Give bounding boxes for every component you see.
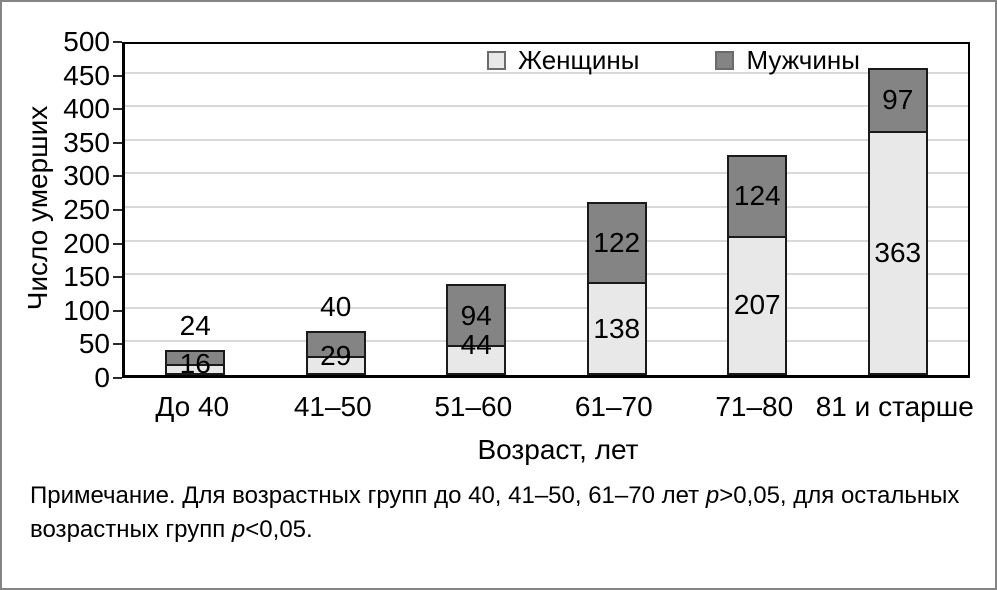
y-tick-label: 50 [78,328,110,360]
y-tick-mark [113,242,122,245]
x-tick-label: 61–70 [574,391,653,422]
y-tick-mark [113,276,122,279]
y-tick-label: 200 [63,227,110,259]
bar-segment-men [727,154,788,238]
bar-value-label-men: 40 [320,290,352,322]
bar-segment-men [867,67,928,134]
y-tick-mark [113,309,122,312]
note-p-symbol: p [231,516,246,543]
y-tick-mark [113,141,122,144]
y-tick-label: 150 [63,261,110,293]
bar-value-label-women: 138 [593,312,641,344]
legend-swatch-women [487,50,506,70]
bar-value-label-men: 122 [593,227,641,259]
bar-value-label-women: 363 [874,237,922,269]
legend-label-women: Женщины [518,45,640,75]
gridline [125,105,968,108]
gridline [125,306,968,309]
bar-value-label-men: 94 [460,299,492,331]
y-tick-label: 0 [94,362,110,393]
y-tick-mark [113,74,122,77]
bar-value-label-women: 29 [320,339,352,371]
y-tick-label: 100 [63,294,110,326]
plot-area: 16 24 29 40 44 94 138 122 207 124 363 97 [122,42,970,378]
bar-segment-women [727,235,788,375]
y-tick-mark [113,343,122,346]
y-tick-mark [113,175,122,178]
legend: Женщины Мужчины [487,47,860,73]
bar-segment-men [165,350,226,367]
y-tick-label: 450 [63,59,110,91]
bar-value-label-women: 44 [460,329,492,361]
legend-item-men: Мужчины [715,45,860,75]
note-text: возрастных групп [30,516,232,543]
x-tick-label: 51–60 [434,391,513,422]
y-tick-label: 250 [63,194,110,225]
note-p-symbol: p [705,482,720,509]
y-tick-mark [113,209,122,211]
gridline [125,239,968,242]
bar-segment-women [867,131,928,375]
bar-segment-men [586,202,647,285]
gridline [125,172,968,175]
x-tick-label: 71–80 [715,391,794,422]
y-tick-label: 350 [63,126,110,158]
bar-value-label-women: 16 [179,348,211,380]
gridline [125,71,968,74]
y-tick-label: 400 [63,93,110,125]
x-tick-label: До 40 [155,391,230,422]
note-text: <0,05. [245,516,313,543]
y-tick-mark [113,41,122,43]
bar-segment-men [305,330,366,358]
y-tick-label: 300 [63,160,110,192]
y-tick-label: 500 [63,26,110,57]
y-tick-mark [113,377,122,379]
bar-segment-men [446,284,507,348]
bar-segment-women [446,345,507,375]
note-text: >0,05, для остальных [719,482,960,509]
x-axis-title: Возраст, лет [477,434,639,465]
x-tick-label: 81 и старше [815,391,974,422]
legend-label-men: Мужчины [746,45,860,75]
gridline [125,206,968,208]
gridline [125,340,968,343]
legend-swatch-men [715,50,735,70]
note-text: Примечание. Для возрастных групп до 40, … [30,482,706,509]
bar-value-label-men: 124 [733,180,781,212]
bar-value-label-men: 97 [882,84,914,116]
gridline [125,273,968,276]
bar-value-label-women: 207 [733,289,781,321]
legend-item-women: Женщины [487,47,639,73]
bar-segment-women [586,282,647,375]
y-tick-mark [113,108,122,111]
figure-note: Примечание. Для возрастных групп до 40, … [30,479,959,547]
x-tick-label: 41–50 [293,391,372,422]
bar-value-label-men: 24 [179,310,211,342]
gridline [125,138,968,141]
